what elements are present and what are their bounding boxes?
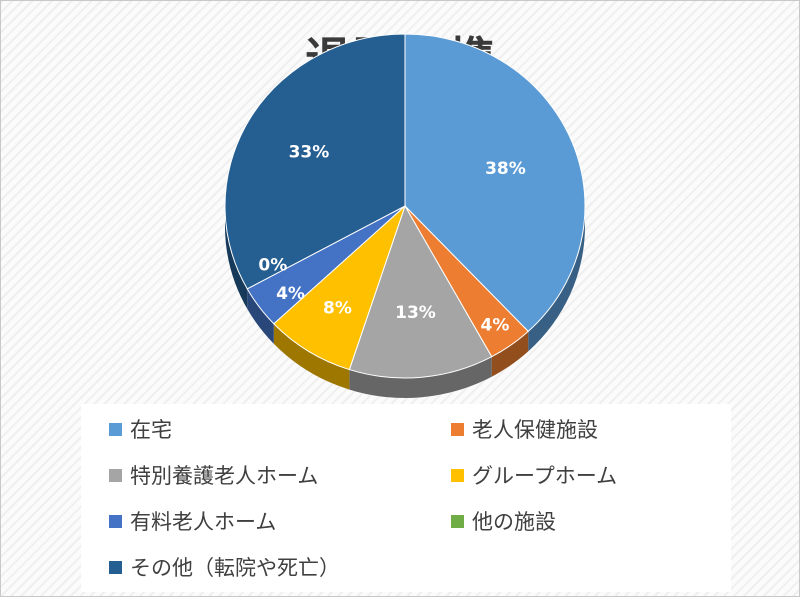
legend-label: 有料老人ホーム xyxy=(130,510,277,534)
legend-swatch xyxy=(451,422,464,436)
legend-item: 老人保健施設 xyxy=(451,414,598,444)
legend-item: 特別養護老人ホーム xyxy=(109,460,318,490)
data-label: 38% xyxy=(485,159,526,179)
pie-chart: 38% 4% 13% 8% 4% 0% 33% xyxy=(224,33,586,399)
pie-slice xyxy=(273,204,407,371)
legend-item: グループホーム xyxy=(451,460,617,490)
legend-label: 特別養護老人ホーム xyxy=(130,464,319,488)
pie-slice xyxy=(224,33,406,290)
pie-slice xyxy=(404,33,586,333)
legend-item: 他の施設 xyxy=(451,506,556,536)
legend-item: その他（転院や死亡） xyxy=(109,552,340,582)
legend-swatch xyxy=(109,514,122,528)
pie-slice-side xyxy=(273,323,350,390)
pie-slice-side xyxy=(491,331,529,377)
legend-swatch xyxy=(451,468,464,482)
data-label: 8% xyxy=(323,299,352,319)
pie-slice xyxy=(348,204,493,379)
legend-swatch xyxy=(109,468,122,482)
legend-item: 在宅 xyxy=(109,414,172,444)
legend-label: 在宅 xyxy=(130,418,172,442)
legend-label: その他（転院や死亡） xyxy=(130,556,340,580)
pie-slice-side xyxy=(247,288,274,344)
legend-item: 有料老人ホーム xyxy=(109,506,276,536)
data-label: 13% xyxy=(395,303,436,323)
pie-labels: 38% 4% 13% 8% 4% 0% 33% xyxy=(258,143,525,336)
data-label: 0% xyxy=(258,255,287,275)
data-label: 4% xyxy=(276,284,305,304)
legend-swatch xyxy=(451,514,464,528)
legend-label: 老人保健施設 xyxy=(472,418,598,442)
data-label: 33% xyxy=(289,143,330,163)
legend-label: 他の施設 xyxy=(472,510,556,534)
legend-swatch xyxy=(109,422,122,436)
pie-slices xyxy=(224,33,586,379)
legend-swatch xyxy=(109,560,122,574)
pie-slice-side xyxy=(225,206,248,309)
legend: 在宅 老人保健施設 特別養護老人ホーム グループホーム 有料老人ホーム 他の施設… xyxy=(81,404,731,592)
pie-slice-side xyxy=(528,206,585,352)
legend-label: グループホーム xyxy=(472,464,618,488)
data-label: 4% xyxy=(480,315,509,335)
